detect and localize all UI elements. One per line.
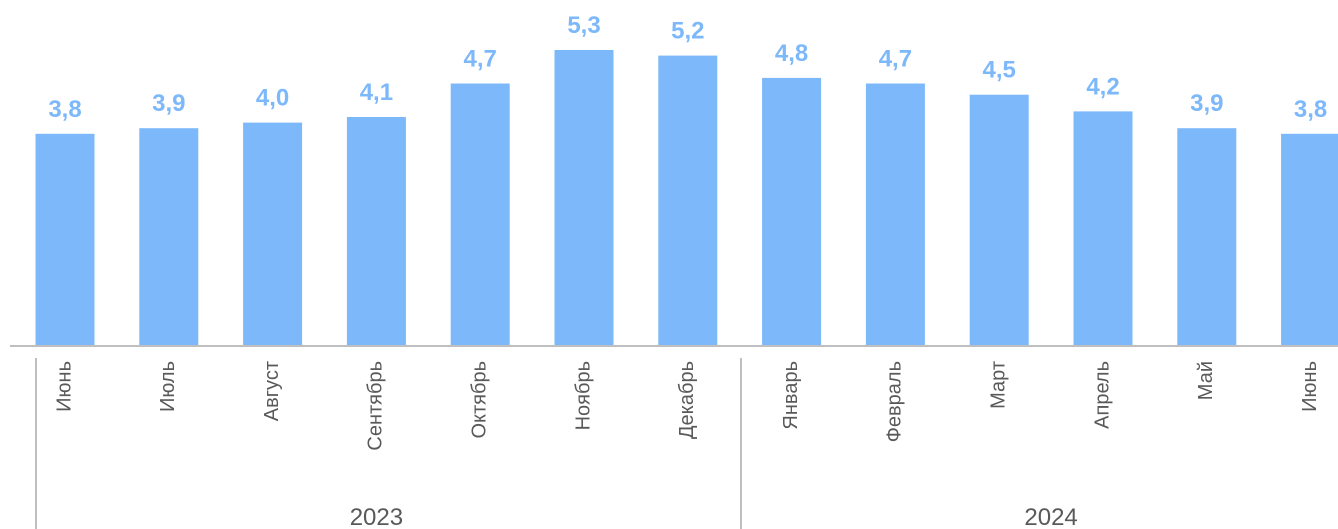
value-label-11: 4,2 bbox=[1086, 73, 1119, 100]
value-labels-layer: 3,8 3,9 4,0 4,1 4,7 5,3 5,2 4,8 4,7 4,5 4,2 3,9 3,8 bbox=[48, 12, 1327, 123]
bar-7 bbox=[658, 55, 718, 346]
axis-layer bbox=[10, 345, 1338, 529]
month-label-5: Октябрь bbox=[468, 361, 490, 439]
value-label-6: 5,3 bbox=[567, 12, 600, 39]
bar-2 bbox=[139, 128, 199, 346]
bar-1 bbox=[35, 133, 95, 346]
year-labels-layer: 2023 2024 bbox=[350, 504, 1078, 529]
value-label-10: 4,5 bbox=[983, 57, 1016, 84]
bar-5 bbox=[450, 83, 510, 346]
bar-4 bbox=[346, 117, 406, 346]
month-label-2: Июль bbox=[157, 361, 179, 412]
month-label-6: Ноябрь bbox=[572, 361, 594, 430]
bar-3 bbox=[243, 122, 303, 346]
month-label-7: Декабрь bbox=[676, 361, 698, 439]
bar-9 bbox=[865, 83, 925, 346]
value-label-2: 3,9 bbox=[152, 90, 185, 117]
bars-layer bbox=[35, 50, 1338, 347]
value-label-12: 3,9 bbox=[1190, 90, 1223, 117]
month-label-1: Июнь bbox=[53, 361, 75, 412]
bar-8 bbox=[762, 77, 822, 347]
bar-13 bbox=[1281, 133, 1338, 346]
bar-10 bbox=[969, 94, 1029, 346]
month-label-13: Июнь bbox=[1299, 361, 1321, 412]
value-label-3: 4,0 bbox=[256, 85, 289, 112]
month-label-11: Апрель bbox=[1091, 361, 1113, 429]
bar-11 bbox=[1073, 111, 1133, 347]
bar-12 bbox=[1177, 128, 1237, 346]
value-label-8: 4,8 bbox=[775, 40, 808, 67]
value-label-4: 4,1 bbox=[360, 79, 393, 106]
value-label-13: 3,8 bbox=[1294, 96, 1327, 123]
month-label-10: Март bbox=[987, 361, 1009, 409]
month-label-4: Сентябрь bbox=[365, 361, 387, 451]
month-label-12: Май bbox=[1195, 361, 1217, 400]
value-label-1: 3,8 bbox=[48, 96, 81, 123]
value-label-9: 4,7 bbox=[879, 46, 912, 73]
year-label-1: 2023 bbox=[350, 504, 403, 529]
month-labels-layer: Июнь Июль Август Сентябрь Октябрь Ноябрь Декаб… bbox=[53, 361, 1321, 451]
month-label-8: Январь bbox=[780, 361, 802, 430]
month-label-3: Август bbox=[261, 361, 283, 421]
year-label-2: 2024 bbox=[1024, 504, 1077, 529]
value-label-7: 5,2 bbox=[671, 18, 704, 45]
month-label-9: Февраль bbox=[884, 361, 906, 442]
bar-6 bbox=[554, 50, 614, 346]
value-label-5: 4,7 bbox=[464, 46, 497, 73]
